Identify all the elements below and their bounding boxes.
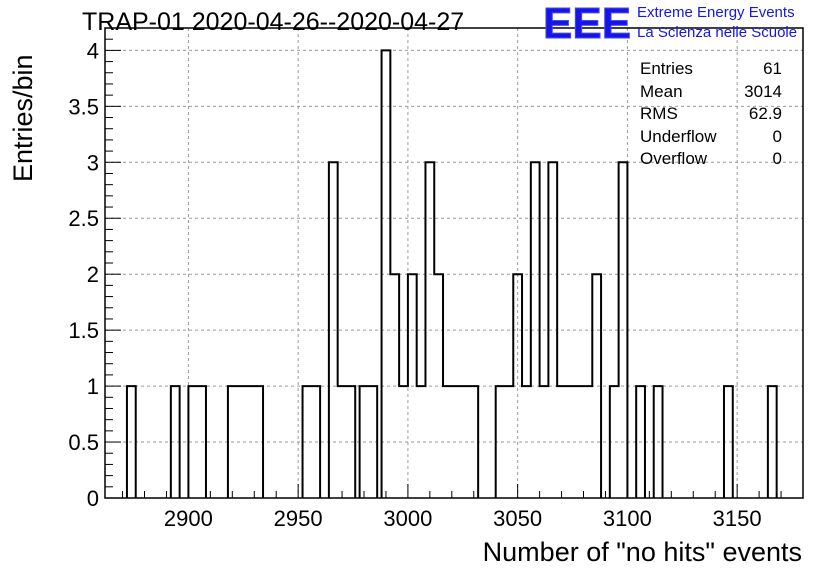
y-tick-labels: 0 0.5 1 1.5 2 2.5 3 3.5 4 [68,38,99,511]
chart-title: TRAP-01 2020-04-26--2020-04-27 [82,8,465,36]
y-tick-label: 2 [87,262,99,287]
stat-underflow: Underflow 0 [640,126,782,149]
stat-value: 0 [772,149,782,168]
x-tick-labels: 2900 2950 3000 3050 3100 3150 [164,506,762,531]
y-tick-label: 4 [87,38,99,63]
x-tick-label: 3000 [383,506,432,531]
eee-logo: EEE [543,2,632,42]
stat-label: Overflow [640,149,708,168]
stat-value: 61 [763,59,782,78]
x-tick-label: 3100 [603,506,652,531]
x-tick-label: 2950 [274,506,323,531]
logo-text: EEE [543,2,631,42]
stat-label: RMS [640,104,678,123]
stat-label: Entries [640,59,693,78]
y-tick-label: 1.5 [68,318,99,343]
logo-caption-line2: La Scienza nelle Scuole [637,24,798,41]
stat-rms: RMS 62.9 [640,103,782,126]
y-tick-label: 2.5 [68,206,99,231]
x-tick-label: 3050 [493,506,542,531]
stat-mean: Mean 3014 [640,81,782,104]
stat-value: 0 [772,126,782,146]
x-tick-label: 2900 [164,506,213,531]
logo-caption-line1: Extreme Energy Events [637,4,795,21]
y-tick-label: 0 [87,486,99,511]
x-axis-label: Number of "no hits" events [482,537,802,567]
stat-value: 3014 [744,81,782,101]
axis-ticks [105,38,804,499]
stat-overflow: Overflow 0 [640,148,782,171]
y-tick-label: 3 [87,150,99,175]
histogram-outline [125,49,778,498]
y-tick-label: 3.5 [68,94,99,119]
stats-box: Entries 61 Mean 3014 RMS 62.9 Underflow … [640,58,782,171]
stat-label: Underflow [640,126,717,146]
y-axis-label: Entries/bin [8,54,38,182]
stat-entries: Entries 61 [640,58,782,81]
x-tick-label: 3150 [713,506,762,531]
stat-label: Mean [640,81,683,101]
stat-value: 62.9 [748,104,782,123]
y-tick-label: 1 [87,374,99,399]
y-tick-label: 0.5 [68,430,99,455]
